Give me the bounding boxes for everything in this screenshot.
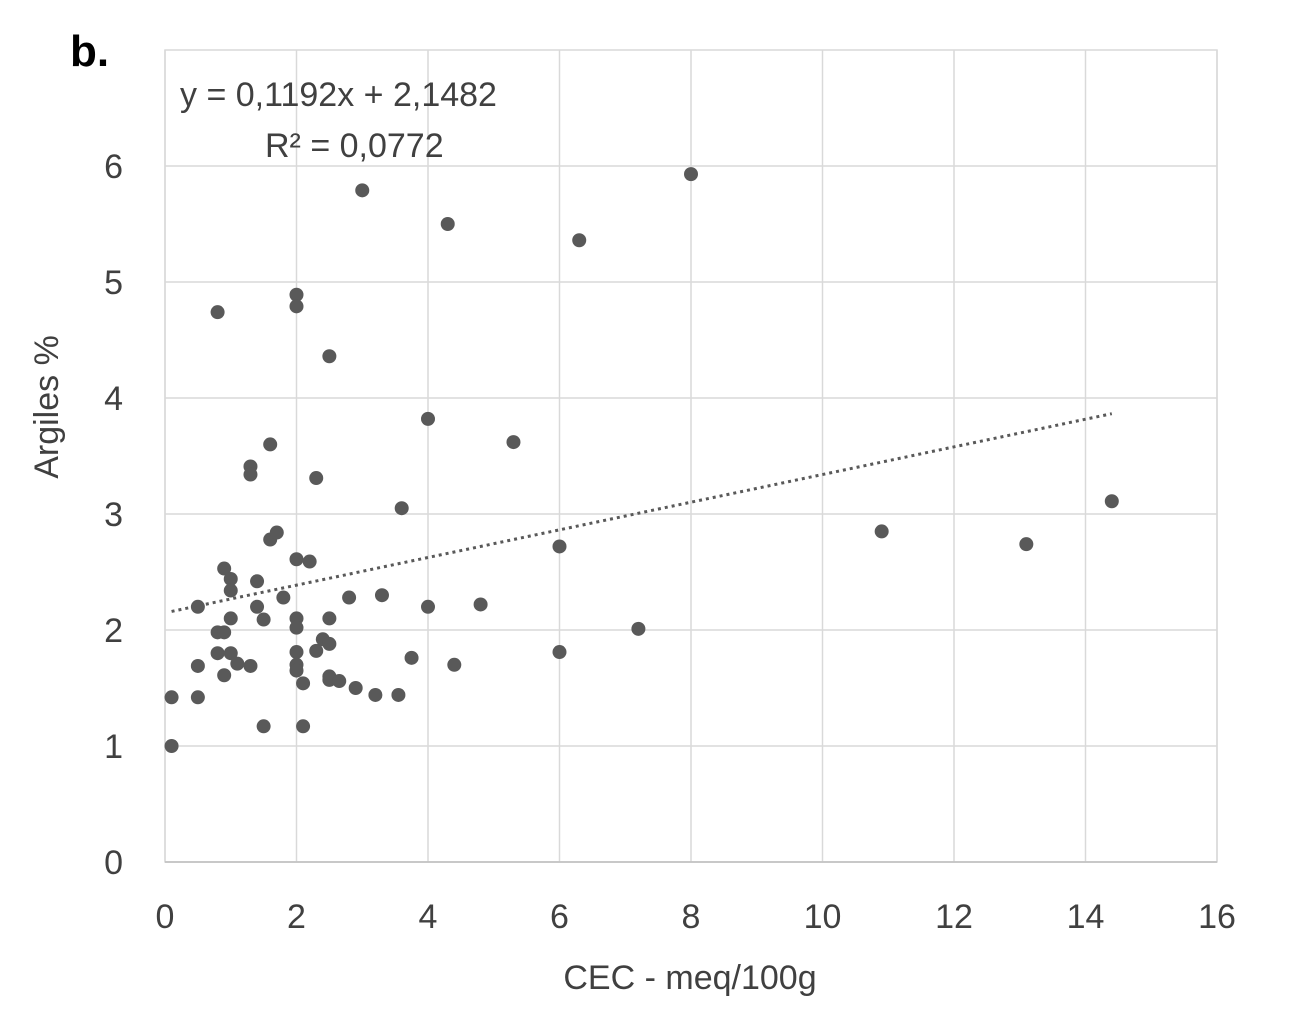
- data-point: [289, 663, 304, 678]
- data-point: [243, 658, 258, 673]
- data-point: [552, 645, 567, 660]
- data-point: [309, 643, 324, 658]
- data-point: [190, 690, 205, 705]
- data-point: [296, 676, 311, 691]
- data-point: [322, 636, 337, 651]
- data-point: [250, 599, 265, 614]
- data-point: [447, 657, 462, 672]
- trendline-r-squared: R² = 0,0772: [265, 127, 444, 165]
- x-tick-label: 8: [682, 898, 701, 936]
- data-point: [506, 435, 521, 450]
- data-point: [631, 621, 646, 636]
- data-point: [440, 217, 455, 231]
- data-point: [210, 646, 225, 661]
- data-point: [217, 668, 232, 683]
- data-point: [394, 501, 409, 516]
- data-point: [552, 539, 567, 554]
- x-tick-label: 2: [287, 898, 306, 936]
- data-point: [342, 590, 357, 605]
- data-point: [230, 656, 245, 671]
- data-point: [404, 650, 419, 665]
- y-axis-title: Argiles %: [28, 335, 66, 479]
- data-point: [289, 645, 304, 660]
- y-tick-label: 6: [104, 148, 123, 186]
- data-point: [256, 612, 271, 627]
- data-point: [263, 437, 278, 452]
- data-point: [164, 739, 179, 753]
- data-point: [164, 690, 179, 705]
- y-tick-label: 5: [104, 264, 123, 302]
- x-tick-label: 6: [550, 898, 569, 936]
- data-point: [874, 524, 889, 539]
- data-point: [296, 719, 311, 734]
- panel-label: b.: [70, 27, 109, 76]
- x-axis-title: CEC - meq/100g: [563, 959, 816, 997]
- data-point: [1019, 537, 1034, 552]
- data-point: [289, 620, 304, 635]
- data-point: [374, 588, 389, 603]
- x-tick-label: 14: [1067, 898, 1105, 936]
- data-point: [391, 687, 406, 702]
- data-point: [269, 525, 284, 540]
- data-point: [190, 599, 205, 614]
- data-point: [289, 287, 304, 302]
- data-point: [190, 658, 205, 673]
- data-point: [421, 599, 435, 614]
- x-tick-label: 16: [1198, 898, 1236, 936]
- data-point: [332, 674, 347, 689]
- trendline-equation: y = 0,1192x + 2,1482: [180, 76, 497, 114]
- data-point: [223, 571, 238, 586]
- data-point: [289, 552, 304, 567]
- data-point: [355, 183, 370, 198]
- data-point: [322, 611, 337, 626]
- x-tick-label: 0: [156, 898, 175, 936]
- data-point: [276, 590, 291, 605]
- data-point: [1104, 494, 1119, 509]
- x-tick-label: 12: [935, 898, 973, 936]
- x-tick-label: 10: [804, 898, 842, 936]
- data-point: [223, 611, 238, 626]
- data-point: [348, 681, 363, 695]
- data-point: [684, 167, 698, 182]
- data-point: [223, 583, 238, 598]
- data-point: [243, 467, 258, 482]
- data-point: [217, 625, 232, 640]
- data-point: [421, 411, 435, 426]
- data-point: [289, 299, 304, 314]
- trendline: [171, 412, 1113, 613]
- y-tick-label: 4: [104, 380, 123, 418]
- data-point: [473, 597, 488, 612]
- data-point: [256, 719, 271, 734]
- data-point: [217, 561, 232, 576]
- data-point: [302, 554, 317, 569]
- y-tick-label: 1: [104, 728, 123, 766]
- data-point: [572, 233, 587, 248]
- data-points: [164, 167, 1119, 753]
- data-point: [309, 471, 324, 486]
- data-point: [322, 349, 337, 364]
- data-point: [223, 646, 238, 661]
- x-tick-label: 4: [419, 898, 438, 936]
- y-tick-label: 0: [104, 844, 123, 882]
- data-point: [210, 305, 225, 320]
- y-tick-label: 2: [104, 612, 123, 650]
- trendline-layer: [171, 412, 1113, 613]
- data-point: [368, 687, 383, 702]
- y-tick-label: 3: [104, 496, 123, 534]
- data-point: [250, 574, 265, 589]
